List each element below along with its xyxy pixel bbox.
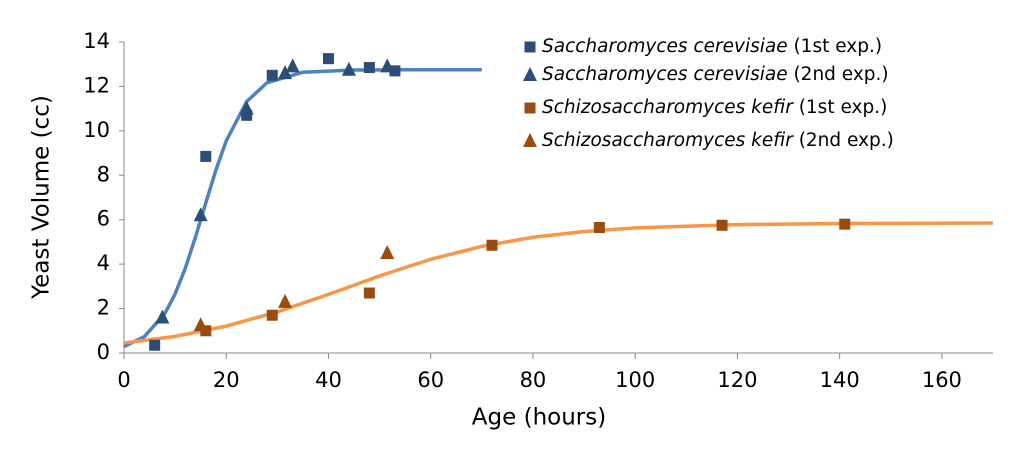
x-tick-label: 40: [315, 368, 342, 392]
y-tick-label: 14: [83, 29, 110, 53]
data-point: [363, 62, 375, 74]
legend-marker: [524, 41, 536, 53]
legend-marker: [524, 102, 536, 114]
data-point: [285, 58, 300, 73]
y-tick-label: 0: [97, 340, 110, 364]
data-point: [716, 219, 728, 231]
data-point: [363, 287, 375, 299]
data-point: [341, 61, 356, 76]
data-point: [193, 207, 208, 222]
legend-marker: [523, 133, 537, 147]
x-tick-label: 20: [213, 368, 240, 392]
y-tick-label: 6: [97, 207, 110, 231]
x-axis-title: Age (hours): [472, 405, 606, 431]
data-point: [155, 309, 170, 324]
x-tick-label: 140: [820, 368, 860, 392]
x-tick-label: 100: [615, 368, 655, 392]
data-point: [486, 239, 498, 251]
y-axis-title: Yeast Volume (cc): [29, 95, 55, 300]
y-tick-label: 10: [83, 118, 110, 142]
data-point: [380, 58, 395, 73]
data-point: [266, 309, 278, 321]
fit-curve: [123, 221, 994, 345]
data-point: [593, 221, 605, 233]
legend-label: Saccharomyces cerevisiae (1st exp.): [542, 36, 882, 57]
data-point: [380, 245, 395, 260]
y-tick-label: 8: [97, 162, 110, 186]
x-tick-label: 80: [520, 368, 547, 392]
data-point: [266, 69, 278, 81]
y-tick-label: 12: [83, 73, 110, 97]
data-point: [322, 53, 334, 65]
data-point: [239, 100, 254, 115]
data-point: [241, 109, 253, 121]
legend-marker: [523, 67, 537, 81]
fit-curve: [123, 68, 482, 349]
legend-label: Schizosaccharomyces kefir (1st exp.): [542, 97, 887, 118]
y-tick-label: 2: [97, 296, 110, 320]
data-point: [193, 317, 208, 332]
data-point: [839, 218, 851, 230]
data-point: [200, 150, 212, 162]
x-tick-label: 0: [117, 368, 130, 392]
data-point: [278, 293, 293, 308]
x-tick-label: 160: [922, 368, 962, 392]
legend-label: Saccharomyces cerevisiae (2nd exp.): [542, 64, 889, 85]
data-point: [149, 339, 161, 351]
data-point: [389, 65, 401, 77]
x-tick-label: 60: [417, 368, 444, 392]
data-point: [278, 65, 293, 80]
y-tick-label: 4: [97, 251, 110, 275]
legend-label: Schizosaccharomyces kefir (2nd exp.): [542, 130, 894, 151]
x-tick-label: 120: [717, 368, 757, 392]
